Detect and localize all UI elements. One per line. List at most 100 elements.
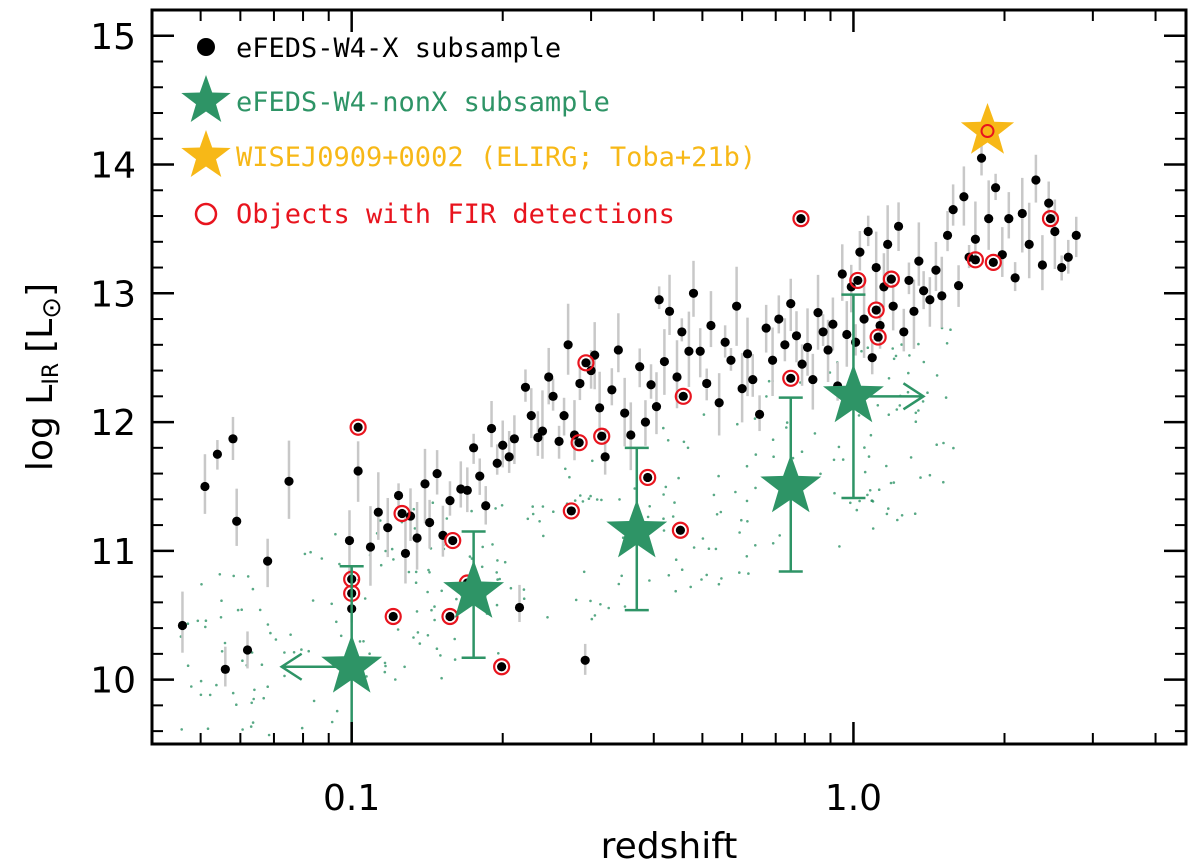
nonx-dot <box>891 347 894 350</box>
x-subsample-point <box>177 620 188 631</box>
fir-circle <box>867 301 885 319</box>
nonx-dot <box>666 439 670 442</box>
nonx-dot <box>481 545 485 549</box>
x-subsample-point <box>569 430 580 440</box>
nonx-dot <box>935 443 938 447</box>
fir-circle <box>393 504 411 523</box>
nonx-dot <box>180 728 183 731</box>
fir-circle <box>493 658 511 676</box>
x-subsample-point <box>672 372 682 382</box>
nonx-dot <box>241 728 244 731</box>
nonx-dot <box>895 408 899 411</box>
x-subsample-point <box>462 485 472 495</box>
nonx-dot <box>396 628 400 631</box>
nonx-dot <box>926 391 929 395</box>
nonx-dot <box>714 547 718 551</box>
nonx-dot <box>754 486 757 490</box>
nonx-dot <box>700 578 703 581</box>
fir-point <box>675 525 686 535</box>
x-subsample-point <box>651 402 662 412</box>
nonx-dot <box>767 379 771 383</box>
x-subsample-point <box>1071 230 1081 240</box>
nonx-dot <box>771 542 775 545</box>
nonx-dot <box>717 582 721 586</box>
fir-point <box>643 472 653 483</box>
x-subsample-point <box>791 331 802 341</box>
x-subsample-point <box>1010 273 1020 283</box>
nonx-dot <box>220 650 224 653</box>
nonx-dot <box>765 395 768 398</box>
legend-open-circle-icon <box>194 202 218 226</box>
nonx-dot <box>858 499 861 503</box>
x-subsample-point <box>997 250 1007 260</box>
x-subsample-point <box>702 378 712 389</box>
nonx-dot <box>734 490 737 494</box>
nonx-dot <box>944 396 948 399</box>
nonx-dot <box>914 420 918 424</box>
nonx-dot <box>413 527 417 530</box>
nonx-binned-star <box>606 499 668 558</box>
nonx-dot <box>682 440 686 444</box>
nonx-dot <box>303 552 307 556</box>
x-subsample-point <box>635 362 645 372</box>
y-axis-title: log LIR [L⊙] <box>20 283 67 471</box>
nonx-dot <box>433 605 436 608</box>
x-subsample-point <box>863 226 873 237</box>
x-subsample-point <box>548 391 558 401</box>
nonx-dot <box>894 354 898 358</box>
nonx-dot <box>871 527 875 530</box>
nonx-dot <box>908 354 911 357</box>
nonx-dot <box>542 534 545 538</box>
fir-circle <box>966 251 984 269</box>
fir-point <box>353 422 363 432</box>
x-tick-label: 0.1 <box>323 778 380 819</box>
fir-circles <box>343 122 1060 676</box>
nonx-dot <box>720 577 723 580</box>
x-subsample-point <box>842 329 852 340</box>
x-subsample-point <box>420 479 430 489</box>
x-subsample-point <box>990 183 1001 193</box>
nonx-dot <box>772 455 775 459</box>
nonx-dot <box>942 480 945 484</box>
legend-dot-icon <box>197 38 215 56</box>
legend-star-icon <box>181 75 231 122</box>
nonx-dot <box>531 505 534 508</box>
nonx-dot <box>283 651 286 654</box>
nonx-dot <box>440 676 443 680</box>
elirg-star <box>960 103 1015 154</box>
x-subsample-point <box>914 256 924 266</box>
nonx-dot <box>582 570 586 574</box>
nonx-dot <box>952 446 955 450</box>
nonx-dot <box>662 493 665 496</box>
x-subsample-point <box>365 542 376 552</box>
legend-label-x: eFEDS-W4-X subsample <box>236 33 561 64</box>
nonx-dot <box>496 578 499 581</box>
fir-point <box>786 373 796 383</box>
x-subsample-point <box>942 230 953 240</box>
x-subsample-point <box>984 214 994 224</box>
x-subsample-points <box>177 153 1081 674</box>
nonx-dot <box>674 589 677 593</box>
x-subsample-point <box>498 440 508 450</box>
nonx-dot <box>832 458 836 462</box>
x-subsample-point <box>909 306 919 316</box>
nonx-dot <box>394 678 397 681</box>
nonx-dot <box>837 445 841 449</box>
nonx-dot <box>662 529 666 532</box>
x-subsample-point <box>959 192 969 202</box>
fir-point <box>566 506 576 516</box>
fir-circle <box>593 427 611 445</box>
nonx-dot <box>747 572 750 575</box>
nonx-dot <box>453 637 457 641</box>
nonx-dot <box>813 432 817 435</box>
fir-circle <box>384 607 402 626</box>
x-subsample-point <box>575 378 585 389</box>
legend-star-icon <box>181 130 231 177</box>
x-subsample-point <box>1063 252 1073 262</box>
nonx-dot <box>218 573 222 576</box>
x-tick-label: 1.0 <box>825 778 882 819</box>
nonx-dot <box>919 476 922 479</box>
legend-label-elirg: WISEJ0909+0002 (ELIRG; Toba+21b) <box>236 142 756 173</box>
nonx-dot <box>335 709 339 713</box>
legend-entry-elirg: WISEJ0909+0002 (ELIRG; Toba+21b) <box>181 130 756 177</box>
